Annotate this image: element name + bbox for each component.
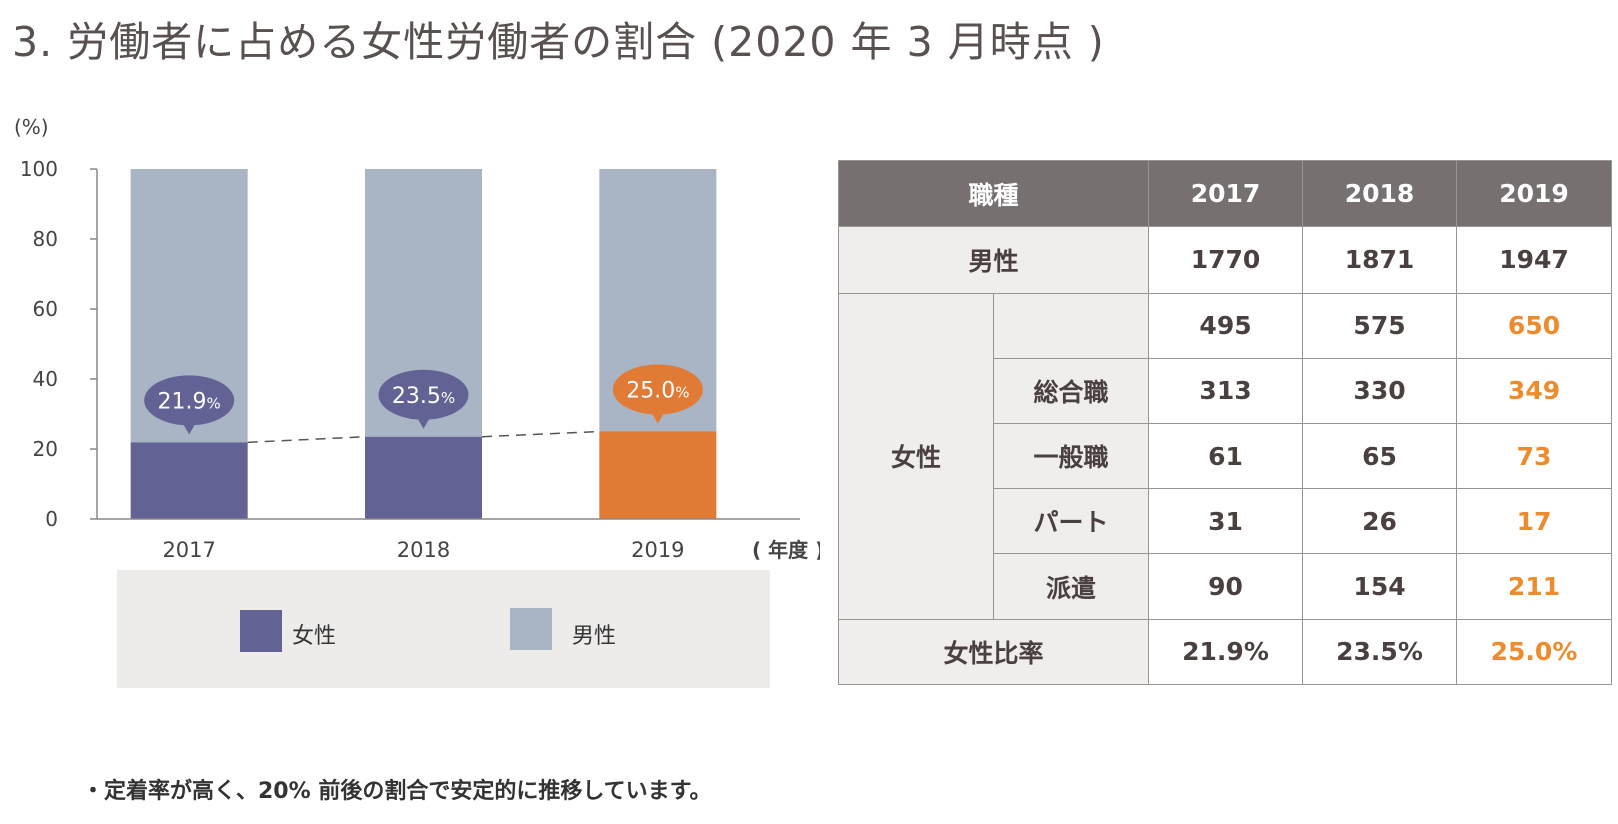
- x-tick-label: 2017: [162, 538, 215, 562]
- table-cell: 1770: [1148, 226, 1304, 294]
- bubble-pointer: [650, 411, 665, 424]
- x-tick-label: 2019: [631, 538, 684, 562]
- table-cell: 65: [1302, 422, 1458, 490]
- blank-cell: [992, 292, 1150, 359]
- y-tick-label: 60: [33, 297, 58, 321]
- bubble-pointer: [416, 416, 431, 429]
- table-cell: 330: [1302, 357, 1458, 424]
- table-cell: 23.5%: [1302, 618, 1458, 686]
- table-row-female-sub: 一般職 61 65 73: [839, 422, 1613, 490]
- x-unit-label: ( 年度 ): [752, 538, 820, 562]
- table-row-male: 男性 1770 1871 1947: [837, 226, 1613, 294]
- table-row-female-sub: 派遣 90 154 211: [839, 553, 1613, 620]
- table-header-row: 職種 2017 2018 2019: [837, 159, 1613, 228]
- row-label-sub: 一般職: [992, 422, 1150, 490]
- trend-segment: [481, 430, 600, 438]
- value-bubbles: 21.9% 23.5% 25.0%: [144, 364, 703, 435]
- table-cell: 61: [1148, 422, 1304, 490]
- table-cell-highlight: 17: [1456, 488, 1613, 555]
- table-cell-highlight: 73: [1456, 422, 1613, 490]
- trend-line: [247, 430, 600, 444]
- table-cell-highlight: 211: [1456, 553, 1613, 620]
- legend-male-swatch: [510, 608, 552, 650]
- y-tick-label: 0: [45, 507, 58, 531]
- table-cell: 26: [1302, 488, 1458, 555]
- table-cell: 575: [1302, 292, 1458, 359]
- table-row-female-sub: パート 31 26 17: [839, 488, 1613, 555]
- table-cell: 154: [1302, 553, 1458, 620]
- page-title: 3. 労働者に占める女性労働者の割合 (2020 年 3 月時点 ): [12, 18, 1105, 66]
- table-cell: 90: [1148, 553, 1304, 620]
- row-label-sub: パート: [992, 488, 1150, 555]
- y-tick-label: 20: [33, 437, 58, 461]
- trend-segment: [247, 436, 366, 444]
- bubble-label: 25.0%: [626, 379, 689, 404]
- row-label-male: 男性: [837, 226, 1150, 294]
- table-cell: 495: [1148, 292, 1304, 359]
- bubble-label: 23.5%: [392, 384, 455, 409]
- legend-female-swatch: [240, 610, 282, 652]
- table-cell: 31: [1148, 488, 1304, 555]
- bar-female: [599, 431, 717, 519]
- header-year: 2018: [1302, 159, 1458, 228]
- table-cell-highlight: 25.0%: [1456, 618, 1613, 686]
- row-label-sub: 総合職: [992, 357, 1150, 424]
- header-year: 2017: [1148, 159, 1304, 228]
- table-row-female-total: 女性 495 575 650: [838, 292, 1613, 620]
- value-bubble: [612, 364, 703, 415]
- y-tick-label: 100: [20, 157, 58, 181]
- row-label-sub: 派遣: [992, 553, 1150, 620]
- bar-female: [365, 436, 482, 519]
- row-label-female: 女性: [838, 292, 994, 620]
- bubble-pointer: [182, 422, 197, 435]
- chart-legend: 女性 男性: [117, 570, 770, 688]
- x-axis: 2017 2018 2019: [97, 518, 800, 562]
- legend-female-label: 女性: [292, 624, 337, 649]
- table-row-ratio: 女性比率 21.9% 23.5% 25.0%: [837, 618, 1613, 686]
- bar-female: [130, 442, 248, 519]
- table-cell: 313: [1148, 357, 1304, 424]
- bars-group: [130, 169, 717, 519]
- y-tick-label: 80: [33, 227, 58, 251]
- y-unit-label: (%): [14, 115, 49, 139]
- header-job-type: 職種: [837, 159, 1150, 228]
- value-bubble: [144, 375, 235, 426]
- table-cell: 21.9%: [1148, 618, 1304, 686]
- header-year: 2019: [1456, 159, 1613, 228]
- employee-count-table: 職種 2017 2018 2019 男性 1770 1871 1947 女性 4…: [837, 159, 1613, 686]
- legend-male-label: 男性: [572, 624, 617, 649]
- table-cell: 1947: [1456, 226, 1613, 294]
- x-tick-label: 2018: [397, 538, 450, 562]
- table-cell-highlight: 349: [1456, 357, 1613, 424]
- table-row-female-sub: 総合職 313 330 349: [839, 357, 1613, 424]
- row-label-ratio: 女性比率: [837, 618, 1150, 686]
- table-cell: 1871: [1302, 226, 1458, 294]
- footnote: ・定着率が高く、20% 前後の割合で安定的に推移しています。: [82, 779, 712, 804]
- y-axis: 0 20 40 60 80 100: [20, 157, 98, 531]
- table-cell-highlight: 650: [1456, 292, 1613, 359]
- y-tick-label: 40: [33, 367, 58, 391]
- value-bubble: [378, 369, 469, 420]
- bubble-label: 21.9%: [158, 389, 221, 414]
